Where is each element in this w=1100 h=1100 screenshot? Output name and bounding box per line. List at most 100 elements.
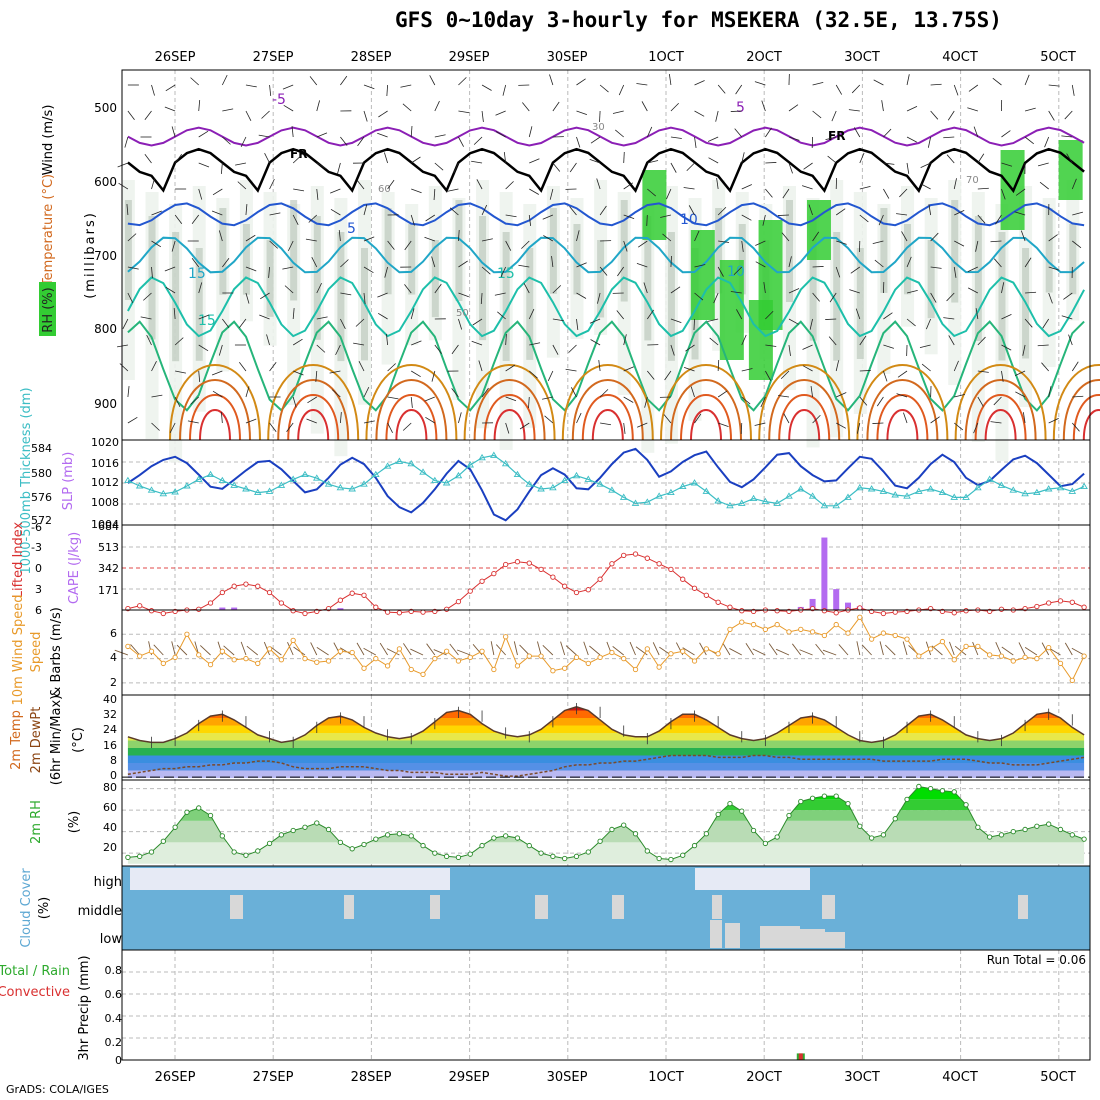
wind10m-speed-point xyxy=(420,671,426,678)
wind10m-barb xyxy=(537,641,542,656)
temperature-surface-arc xyxy=(561,364,654,441)
wind-barb xyxy=(765,370,772,381)
wind10m-speed-point xyxy=(786,629,792,635)
wind10m-speed-point xyxy=(207,661,214,668)
wind-barb xyxy=(568,344,577,353)
rh2m-plot xyxy=(125,783,1087,864)
wind-barb xyxy=(402,422,412,431)
lifted-index-point xyxy=(1046,600,1052,606)
wind10m-barb xyxy=(410,648,424,656)
thickness-point xyxy=(844,493,852,500)
wind-barb xyxy=(471,340,483,346)
slp-tick: 1004 xyxy=(91,518,119,531)
temperature-band xyxy=(127,733,1085,741)
wind-barb xyxy=(151,178,155,190)
li-tick: 0 xyxy=(35,562,42,575)
wind-barb xyxy=(269,178,275,190)
wind10m-speed-point xyxy=(491,666,497,673)
wind-barb xyxy=(1015,391,1026,398)
wind-barb xyxy=(269,361,277,372)
wind-barb xyxy=(694,136,697,148)
wind-barb xyxy=(287,240,294,252)
wind-barb xyxy=(1066,153,1073,164)
wind-barb xyxy=(1025,291,1037,294)
wind-barb xyxy=(198,344,209,352)
wind-barb xyxy=(451,344,459,355)
wind-barb xyxy=(975,308,979,320)
wind-barb xyxy=(685,344,695,352)
wind-barb xyxy=(476,179,483,190)
rh-point xyxy=(538,850,544,856)
wind-barb xyxy=(260,292,270,300)
wind10m-speed-point xyxy=(479,648,485,654)
pressure-tick: 900 xyxy=(94,397,117,411)
wind-barb xyxy=(589,159,601,164)
bottom-date-axis: 26SEP 27SEP 28SEP 29SEP 30SEP 1OCT 2OCT … xyxy=(155,1070,1076,1085)
temperature-contour-20 xyxy=(127,320,1085,412)
temperature-surface-arc xyxy=(964,379,1037,441)
wind10m-axis: 2 4 6 10m Wind Speed & Barbs (m/s) Speed xyxy=(11,595,117,706)
thickness-point xyxy=(277,481,286,488)
thickness-point xyxy=(159,489,168,497)
wind-barb xyxy=(363,266,374,274)
wind-barb xyxy=(151,240,162,248)
wind-barb xyxy=(668,74,672,86)
temp-tick: 0 xyxy=(110,769,117,782)
wind-barb xyxy=(718,422,729,427)
rh-point xyxy=(892,816,898,822)
li-tick: -3 xyxy=(31,541,42,554)
freezing-level-label: FR xyxy=(290,147,307,161)
wind10m-speed-point xyxy=(1046,644,1052,651)
lifted-index-point xyxy=(644,555,650,561)
lifted-index-point xyxy=(998,606,1005,612)
wind-barb xyxy=(1061,315,1073,320)
thickness-point xyxy=(490,451,498,458)
wind-barb xyxy=(1001,282,1005,294)
wind-barb xyxy=(1048,417,1059,424)
wind-barb xyxy=(500,266,507,278)
rh-shading-mid xyxy=(124,200,132,300)
temperature-surface-arc xyxy=(660,364,752,441)
rh-point xyxy=(774,834,780,840)
temperature-surface-arc xyxy=(984,409,1017,441)
temperature-contour-10 xyxy=(127,236,1085,274)
wind10m-speed-point xyxy=(255,660,261,667)
rh-point xyxy=(668,856,674,863)
wind-barb xyxy=(528,308,535,320)
wind-barb xyxy=(387,240,395,250)
wind10m-barb xyxy=(699,642,707,656)
wind10m-speed-point xyxy=(148,648,155,654)
bottom-date-label: 30SEP xyxy=(547,1070,588,1085)
wind-barb xyxy=(264,153,270,164)
chart-title: GFS 0~10day 3-hourly for MSEKERA (32.5E,… xyxy=(395,8,1002,32)
thickness-tick: 572 xyxy=(31,514,52,527)
wind10m-barb xyxy=(885,644,896,656)
wind-barb xyxy=(245,292,250,304)
wind-barb xyxy=(1048,84,1060,87)
wind-barb xyxy=(973,422,979,434)
rh-point xyxy=(904,796,910,802)
thickness-point xyxy=(289,475,297,482)
wind-barb xyxy=(967,287,979,294)
wind10m-barb xyxy=(776,648,790,656)
rh-point xyxy=(609,826,615,833)
rh-point xyxy=(1022,826,1028,833)
wind-barb xyxy=(187,420,199,424)
temperature-contour-label: 15 xyxy=(497,266,515,282)
thickness-point xyxy=(915,487,923,494)
wind-barb xyxy=(411,188,422,194)
temperature-surface-arc xyxy=(375,379,448,441)
wind-barb xyxy=(883,370,888,382)
wind10m-barb xyxy=(954,645,967,656)
wind-barb xyxy=(292,214,299,225)
wind-barb xyxy=(647,188,657,197)
lifted-index-point xyxy=(774,608,780,614)
wind-barb xyxy=(765,162,777,164)
top-date-label: 4OCT xyxy=(942,50,978,65)
thickness-point xyxy=(714,497,722,504)
rh-point xyxy=(467,851,473,857)
wind-barb xyxy=(329,370,341,374)
wind-barb xyxy=(404,284,412,294)
wind-barb xyxy=(458,110,470,114)
wind-barb xyxy=(431,256,436,268)
